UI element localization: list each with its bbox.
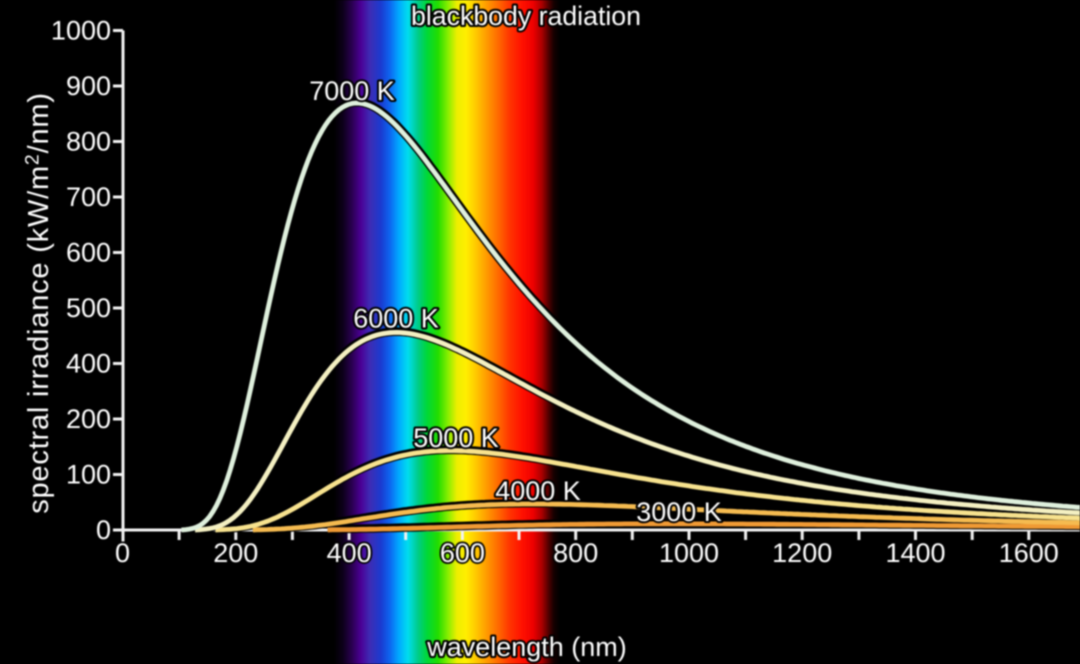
svg-text:200: 200: [66, 404, 111, 434]
svg-text:6000 K: 6000 K: [353, 304, 439, 334]
svg-text:1400: 1400: [885, 538, 945, 568]
svg-text:100: 100: [66, 460, 111, 490]
svg-text:600: 600: [440, 538, 485, 568]
svg-text:800: 800: [66, 127, 111, 157]
svg-text:200: 200: [213, 538, 258, 568]
svg-text:spectral irradiance (kW/m2/nm): spectral irradiance (kW/m2/nm): [22, 92, 56, 514]
svg-text:4000 K: 4000 K: [495, 476, 581, 506]
svg-text:900: 900: [66, 71, 111, 101]
svg-text:wavelength (nm): wavelength (nm): [426, 632, 627, 662]
svg-text:0: 0: [115, 538, 130, 568]
svg-text:500: 500: [66, 293, 111, 323]
svg-text:400: 400: [327, 538, 372, 568]
svg-text:700: 700: [66, 182, 111, 212]
svg-text:7000 K: 7000 K: [309, 76, 395, 106]
svg-text:1000: 1000: [51, 16, 111, 46]
svg-text:5000 K: 5000 K: [413, 423, 499, 453]
svg-text:blackbody radiation: blackbody radiation: [411, 1, 641, 31]
svg-text:400: 400: [66, 349, 111, 379]
svg-text:800: 800: [553, 538, 598, 568]
svg-text:600: 600: [66, 238, 111, 268]
svg-text:1200: 1200: [772, 538, 832, 568]
svg-text:1600: 1600: [999, 538, 1059, 568]
svg-text:3000 K: 3000 K: [636, 497, 722, 527]
svg-text:1000: 1000: [659, 538, 719, 568]
svg-text:0: 0: [96, 515, 111, 545]
